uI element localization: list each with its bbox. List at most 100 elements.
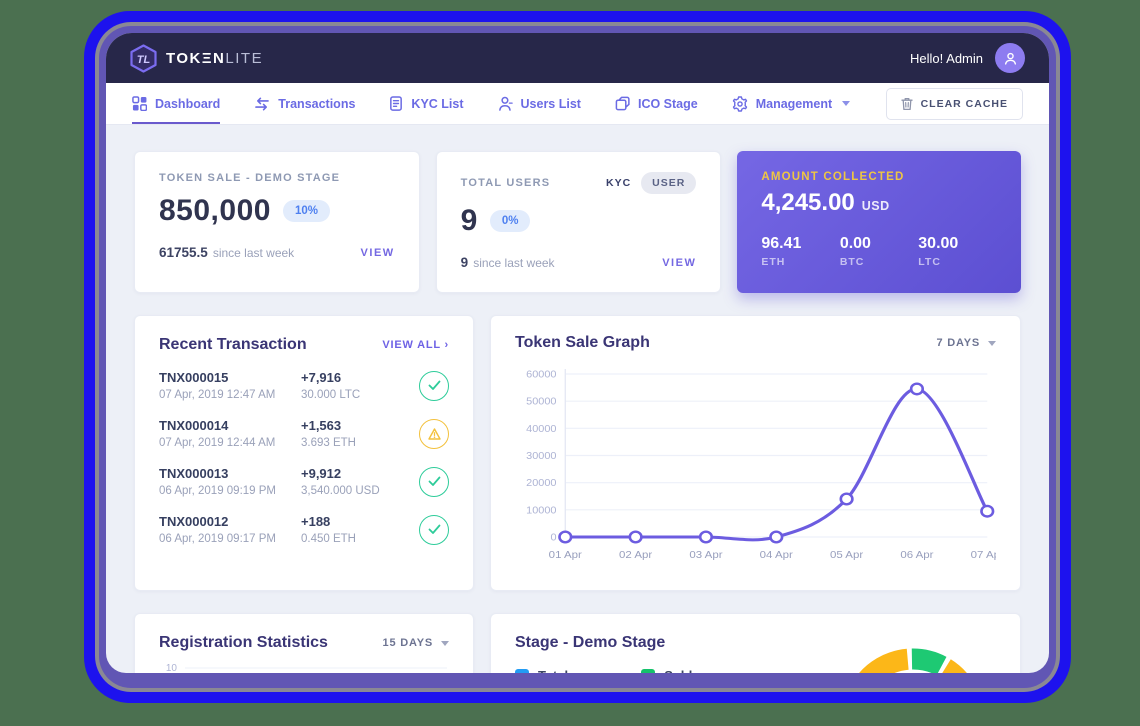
main-content: TOKEN SALE - DEMO STAGE 850,000 10% 6175…: [106, 125, 1049, 673]
transaction-id: TNX000013: [159, 466, 229, 481]
amount-collected-label: AMOUNT COLLECTED: [761, 171, 905, 183]
kyc-user-toggle: KYC USER: [605, 172, 697, 194]
transaction-status-success-icon: [419, 370, 449, 401]
svg-text:50000: 50000: [526, 397, 557, 407]
svg-text:07 Apr: 07 Apr: [971, 549, 996, 560]
stage-legend: Total 850,000 Sold 77,721 *: [515, 668, 996, 673]
nav-label: Users List: [520, 96, 581, 111]
transactions-list: TNX000015 07 Apr, 2019 12:47 AM +7,916 3…: [159, 370, 449, 545]
frame-gray-layer: TL TOKΞNLITE Hello! Admin: [95, 22, 1060, 692]
transaction-date: 07 Apr, 2019 12:47 AM: [159, 389, 276, 401]
nav-label: Management: [755, 96, 833, 111]
token-sale-value: 850,000: [159, 194, 271, 227]
transaction-date: 06 Apr, 2019 09:19 PM: [159, 485, 277, 497]
svg-text:01 Apr: 01 Apr: [549, 549, 583, 560]
registration-title: Registration Statistics: [159, 634, 328, 651]
brand-logo[interactable]: TL TOKΞNLITE: [130, 43, 264, 73]
svg-text:60000: 60000: [526, 370, 557, 380]
app-screen: TL TOKΞNLITE Hello! Admin: [106, 33, 1049, 673]
clear-cache-button[interactable]: CLEAR CACHE: [885, 87, 1023, 120]
svg-text:10: 10: [166, 663, 178, 673]
token-sale-graph-title: Token Sale Graph: [515, 334, 650, 351]
amount-collected-currency: USD: [861, 199, 890, 213]
chevron-down-icon: [842, 101, 851, 106]
token-sale-card: TOKEN SALE - DEMO STAGE 850,000 10% 6175…: [134, 151, 420, 293]
chevron-down-icon: [441, 640, 449, 646]
nav-label: KYC List: [411, 96, 464, 111]
check-icon: [428, 524, 440, 534]
svg-text:30000: 30000: [526, 451, 557, 461]
registration-bar-chart: 1086420: [166, 663, 447, 673]
transaction-id: TNX000014: [159, 418, 229, 433]
nav-label: ICO Stage: [637, 96, 698, 111]
legend-swatch-total: [515, 668, 529, 673]
top-header: TL TOKΞNLITE Hello! Admin: [106, 33, 1049, 83]
legend-total: Total 850,000: [515, 668, 583, 673]
main-navbar: Dashboard Transactions: [106, 83, 1049, 125]
grid-icon: [132, 96, 147, 111]
clear-cache-label: CLEAR CACHE: [920, 97, 1008, 110]
transaction-status-warning-icon: [419, 418, 449, 449]
list-icon: [390, 96, 403, 111]
amount-collected-value: 4,245.00: [761, 189, 855, 216]
transactions-title: Recent Transaction: [159, 336, 307, 353]
registration-period-dropdown[interactable]: 15 DAYS: [383, 637, 449, 649]
total-users-label: TOTAL USERS: [460, 177, 551, 189]
transaction-amount: +188: [301, 514, 331, 529]
token-sale-graph-card: Token Sale Graph 7 DAYS 0 10000 20000 30000…: [490, 315, 1021, 591]
amount-collected-card: AMOUNT COLLECTED 4,245.00 USD 96.41 ETH …: [737, 151, 1022, 293]
nav-item-dashboard[interactable]: Dashboard: [132, 83, 221, 124]
transaction-row[interactable]: TNX000015 07 Apr, 2019 12:47 AM +7,916 3…: [159, 370, 449, 401]
transaction-id: TNX000012: [159, 514, 229, 529]
transaction-row[interactable]: TNX000012 06 Apr, 2019 09:17 PM +188 0.4…: [159, 514, 449, 545]
trash-icon: [900, 97, 913, 110]
stage-demo-card: Stage - Demo Stage Total 850,000: [490, 613, 1021, 673]
graph-period-dropdown[interactable]: 7 DAYS: [936, 337, 996, 349]
legend-swatch-sold: [641, 668, 656, 673]
check-icon: [428, 380, 440, 390]
recent-transactions-card: Recent Transaction VIEW ALL › TNX000015 …: [134, 315, 474, 591]
swap-arrows-icon: [255, 97, 270, 110]
transaction-row[interactable]: TNX000014 07 Apr, 2019 12:44 AM +1,563 3…: [159, 418, 449, 449]
transaction-status-success-icon: [419, 514, 449, 545]
svg-text:04 Apr: 04 Apr: [760, 549, 794, 560]
tokenlite-hexagon-icon: TL: [130, 43, 157, 73]
transaction-row[interactable]: TNX000013 06 Apr, 2019 09:19 PM +9,912 3…: [159, 466, 449, 497]
token-sale-line-chart: 0 10000 20000 30000 40000 50000 60000 01 Apr 02 …: [526, 369, 1004, 561]
toggle-kyc-option[interactable]: KYC: [605, 177, 632, 189]
transaction-detail: 3.693 ETH: [301, 437, 356, 449]
cube-icon: [615, 96, 630, 111]
total-users-percent-badge: 0%: [489, 210, 531, 232]
crypto-breakdown: 96.41 ETH 0.00 BTC 30.00 LTC: [761, 235, 997, 268]
stage-donut-chart: [838, 640, 988, 673]
svg-text:20000: 20000: [526, 479, 557, 489]
view-all-link[interactable]: VIEW ALL ›: [382, 339, 449, 351]
frame-purple-layer: TL TOKΞNLITE Hello! Admin: [99, 26, 1056, 688]
nav-item-kyc-list[interactable]: KYC List: [389, 83, 464, 124]
transaction-detail: 3,540.000 USD: [301, 485, 380, 497]
svg-text:40000: 40000: [526, 424, 557, 434]
warning-icon: [427, 427, 441, 440]
legend-sold: Sold 77,721 *: [641, 668, 711, 673]
nav-item-management[interactable]: Management: [732, 83, 851, 124]
total-users-view-link[interactable]: VIEW: [662, 257, 697, 269]
transaction-detail: 0.450 ETH: [301, 533, 356, 545]
svg-text:03 Apr: 03 Apr: [689, 549, 723, 560]
token-sale-view-link[interactable]: VIEW: [360, 247, 395, 259]
user-avatar[interactable]: [995, 43, 1025, 73]
nav-item-users-list[interactable]: Users List: [498, 83, 581, 124]
breakdown-eth: 96.41 ETH: [761, 235, 802, 268]
brand-name: TOKΞNLITE: [166, 49, 264, 67]
svg-text:06 Apr: 06 Apr: [900, 549, 934, 560]
transaction-status-success-icon: [419, 466, 449, 497]
svg-text:TL: TL: [137, 54, 151, 66]
nav-item-transactions[interactable]: Transactions: [254, 83, 355, 124]
toggle-user-option[interactable]: USER: [641, 172, 697, 194]
gear-icon: [732, 95, 747, 112]
check-icon: [428, 476, 440, 486]
svg-text:10000: 10000: [526, 506, 557, 516]
total-users-value: 9: [460, 204, 478, 237]
nav-item-ico-stage[interactable]: ICO Stage: [615, 83, 698, 124]
total-users-card: TOTAL USERS KYC USER 9 0% 9 since last we…: [435, 151, 722, 293]
svg-text:0: 0: [550, 533, 556, 543]
